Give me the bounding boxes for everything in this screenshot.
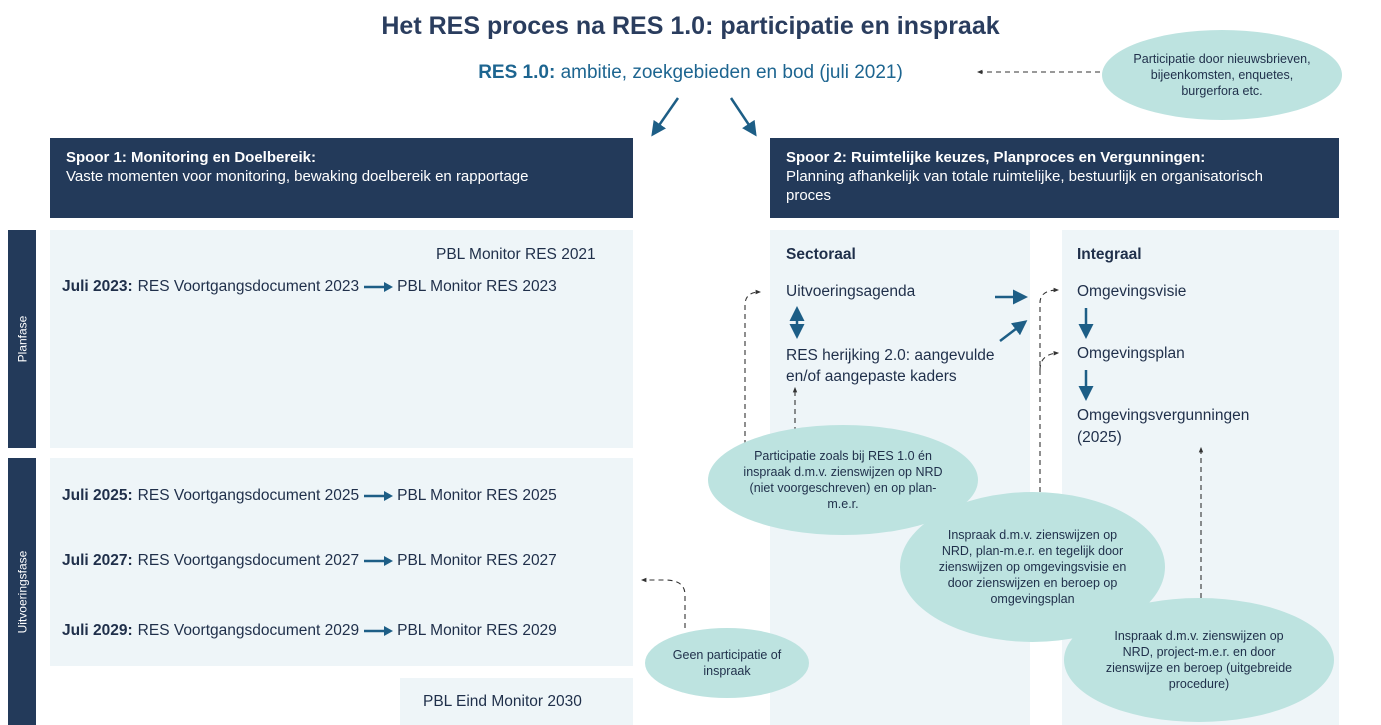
item: Uitvoeringsagenda [786, 283, 916, 300]
res10-label: RES 1.0: [478, 62, 556, 83]
document: RES Voortgangsdocument 2025 [137, 487, 360, 504]
spoor2-title: Spoor 2: Ruimtelijke keuzes, Planproces … [786, 149, 1206, 166]
monitor-row: Juli 2025: RES Voortgangsdocument 2025 PBL… [62, 486, 557, 506]
note: Participatie door nieuwsbrieven, bijeenk… [1102, 30, 1342, 120]
phase-bar: Uitvoeringsfase [8, 458, 36, 725]
monitor-row: Juli 2029: RES Voortgangsdocument 2029 PBL… [62, 621, 557, 641]
date: Juli 2023: [62, 278, 133, 295]
arrow [364, 556, 394, 566]
document: RES Voortgangsdocument 2029 [137, 622, 360, 639]
note: Inspraak d.m.v. zienswijzen op NRD, proj… [1064, 598, 1334, 722]
monitor-row: Juli 2023: RES Voortgangsdocument 2023 PBL… [62, 277, 557, 297]
note: Geen participatie of inspraak [645, 628, 809, 698]
date: Juli 2029: [62, 622, 133, 639]
integraal-title: Integraal [1077, 246, 1142, 263]
date: Juli 2027: [62, 552, 133, 569]
item: Omgevingsvisie [1077, 283, 1187, 300]
spoor1-title: Spoor 1: Monitoring en Doelbereik: [66, 149, 317, 166]
document: RES Voortgangsdocument 2023 [137, 278, 360, 295]
spoor2-subtitle: Planning afhankelijk van totale ruimteli… [786, 168, 1263, 204]
monitor-row: Juli 2027: RES Voortgangsdocument 2027 PBL… [62, 551, 557, 571]
panel [50, 458, 633, 666]
title: Het RES proces na RES 1.0: participatie … [381, 12, 1000, 40]
spoor1-subtitle: Vaste momenten voor monitoring, bewaking… [66, 168, 529, 185]
monitor: PBL Monitor RES 2029 [397, 622, 557, 639]
arrow [364, 626, 394, 636]
document: RES Voortgangsdocument 2027 [137, 552, 360, 569]
arrow [364, 282, 394, 292]
item: Omgevingsplan [1077, 345, 1185, 362]
date: Juli 2025: [62, 487, 133, 504]
eind-monitor: PBL Eind Monitor 2030 [423, 693, 582, 710]
monitor: PBL Monitor RES 2027 [397, 552, 557, 569]
spoor2-header: Spoor 2: Ruimtelijke keuzes, Planproces … [770, 138, 1339, 218]
solid-arrows [651, 97, 1094, 401]
res10-text: ambitie, zoekgebieden en bod (juli 2021) [560, 62, 903, 83]
res10: RES 1.0: ambitie, zoekgebieden en bod (j… [0, 62, 1381, 84]
monitor: PBL Monitor RES 2025 [397, 487, 557, 504]
panel [400, 678, 633, 725]
item: Omgevingsvergunningen (2025) [1077, 407, 1250, 446]
arrow [364, 491, 394, 501]
spoor1-header: Spoor 1: Monitoring en Doelbereik: Vaste … [50, 138, 633, 218]
sectoraal-title: Sectoraal [786, 246, 856, 263]
monitor: PBL Monitor RES 2023 [397, 278, 557, 295]
item: RES herijking 2.0: aangevulde en/of aang… [786, 347, 995, 385]
monitor: PBL Monitor RES 2021 [436, 246, 596, 263]
panel [50, 230, 633, 448]
phase-bar: Planfase [8, 230, 36, 448]
dashed-arrows [640, 69, 1204, 628]
